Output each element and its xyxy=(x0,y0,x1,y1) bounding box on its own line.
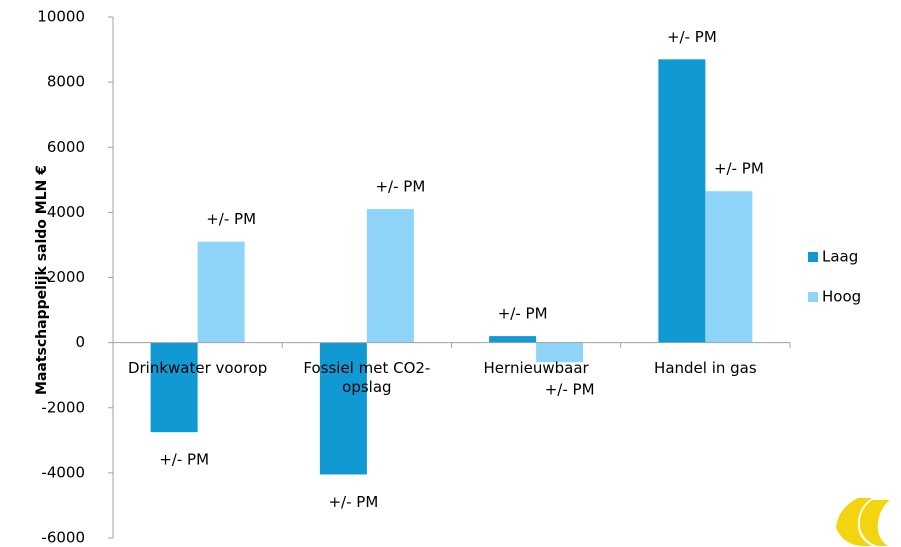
value-label: +/- PM xyxy=(328,493,378,511)
value-label: +/- PM xyxy=(206,210,256,228)
value-label: +/- PM xyxy=(498,305,548,323)
legend-swatch xyxy=(808,252,818,262)
x-tick-label: Handel in gas xyxy=(654,358,757,377)
y-tick-label: 8000 xyxy=(47,73,85,91)
y-tick-label: -2000 xyxy=(41,398,85,416)
legend-swatch xyxy=(808,292,818,302)
y-tick-label: 6000 xyxy=(47,138,85,156)
value-label: +/- PM xyxy=(667,28,717,46)
value-label: +/- PM xyxy=(714,160,764,178)
y-tick-label: -4000 xyxy=(41,463,85,481)
y-tick-label: 4000 xyxy=(47,203,85,221)
x-tick-label: Drinkwater voorop xyxy=(127,358,268,377)
y-tick-label: 0 xyxy=(75,333,85,351)
y-axis-title: Maatschappelijk saldo MLN € xyxy=(34,165,50,395)
bar xyxy=(658,59,706,343)
bar xyxy=(489,336,537,343)
logo xyxy=(836,498,890,546)
bar xyxy=(150,342,198,433)
value-label: +/- PM xyxy=(545,381,595,399)
bar xyxy=(366,209,414,343)
y-tick-label: 2000 xyxy=(47,268,85,286)
y-tick-label: -6000 xyxy=(41,529,85,547)
bar xyxy=(705,191,753,343)
legend-label: Laag xyxy=(822,248,858,266)
x-tick-label: Hernieuwbaar xyxy=(483,358,589,377)
legend-label: Hoog xyxy=(822,288,861,306)
bar xyxy=(319,342,367,475)
value-label: +/- PM xyxy=(159,451,209,469)
x-tick-label: Fossiel met CO2-opslag xyxy=(303,358,431,396)
bar xyxy=(197,241,245,343)
y-tick-label: 10000 xyxy=(37,8,85,26)
bar xyxy=(536,342,584,363)
value-label: +/- PM xyxy=(375,178,425,196)
